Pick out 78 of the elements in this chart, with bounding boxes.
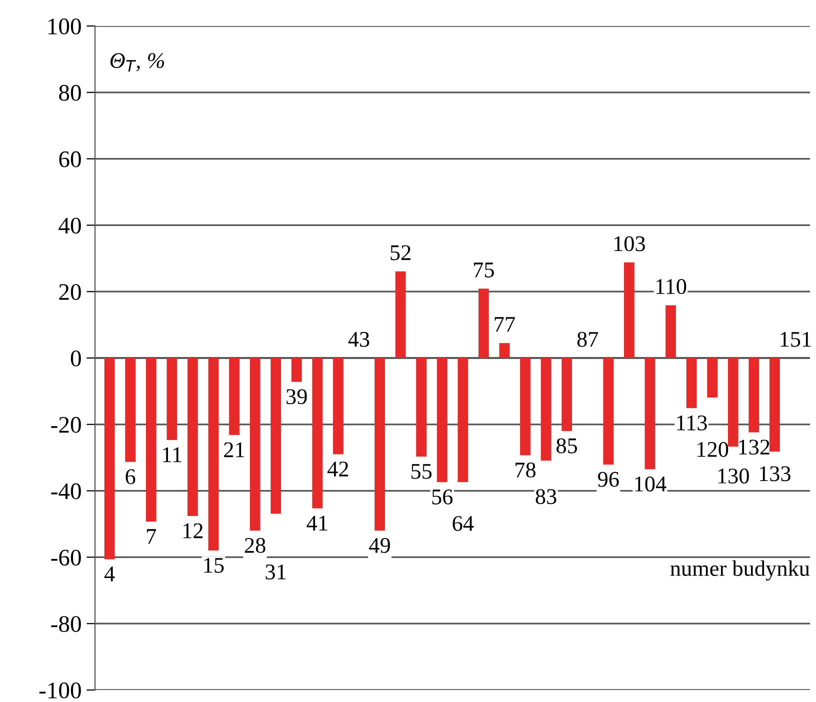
x-tick-label: 49 (369, 538, 390, 553)
bar (686, 358, 697, 408)
y-tick-label: -20 (51, 416, 81, 433)
x-tick-label: 75 (474, 262, 494, 278)
x-tick-label: 31 (266, 564, 286, 580)
x-tick-label: 113 (677, 415, 707, 430)
x-tick-label: 41 (306, 516, 328, 530)
bar (499, 343, 510, 358)
y-tick-label: 60 (59, 151, 81, 168)
y-tick-label: 0 (70, 350, 81, 366)
bar (250, 358, 260, 531)
x-tick-label: 130 (718, 468, 749, 484)
bar (312, 358, 323, 508)
y-tick-label: 40 (58, 218, 81, 234)
bar (125, 358, 136, 462)
bar (666, 305, 676, 358)
y-tick-label: 80 (59, 84, 81, 101)
x-tick-label: 96 (598, 472, 619, 487)
x-tick-label: 7 (147, 529, 156, 544)
bar (540, 358, 552, 461)
bar (166, 358, 178, 440)
x-tick-label: 42 (328, 462, 348, 476)
x-tick-label: 120 (698, 442, 728, 457)
x-tick-label: 78 (516, 462, 536, 478)
bar (707, 358, 718, 398)
x-tick-label: 103 (614, 236, 645, 252)
bar (478, 288, 489, 358)
y-tick-label: -60 (51, 550, 81, 566)
bar (291, 358, 302, 382)
bar (374, 358, 385, 531)
bar (603, 358, 614, 465)
bar (104, 358, 115, 560)
bar (395, 271, 406, 358)
bar (146, 358, 156, 522)
bar (644, 358, 656, 470)
bar (229, 358, 240, 436)
x-tick-label: 52 (390, 245, 410, 260)
bar (332, 358, 344, 454)
y-axis-title: Θ$_{T}$, % (110, 53, 164, 72)
x-tick-label: 12 (184, 523, 203, 538)
x-tick-label: 77 (494, 317, 515, 332)
x-tick-label: 28 (244, 538, 266, 553)
bar (458, 358, 468, 482)
x-tick-label: 11 (163, 447, 182, 462)
x-tick-label: 104 (635, 476, 666, 492)
y-tick-label: -100 (39, 682, 81, 698)
bar (728, 358, 738, 447)
x-tick-label: 110 (656, 279, 686, 294)
bar (520, 358, 530, 456)
bar (208, 358, 219, 551)
y-tick-label: -80 (51, 616, 81, 632)
x-tick-label: 39 (286, 389, 307, 404)
x-tick-label: 15 (204, 558, 224, 573)
x-tick-label: 87 (577, 332, 598, 347)
bar (436, 358, 448, 482)
x-axis-title: numer budynku (670, 560, 810, 581)
x-tick-label: 43 (348, 332, 370, 347)
bar (769, 358, 780, 452)
x-tick-label: 83 (536, 489, 556, 504)
y-tick-label: 20 (59, 284, 81, 300)
x-tick-label: 6 (126, 469, 136, 484)
x-tick-label: 21 (224, 442, 244, 458)
x-tick-label: 56 (432, 490, 453, 504)
x-tick-label: 151 (780, 332, 811, 347)
bar (748, 358, 760, 432)
x-tick-label: 64 (452, 516, 474, 532)
bar (416, 358, 427, 457)
y-tick-label: -40 (51, 483, 81, 500)
x-tick-label: 132 (739, 440, 770, 455)
y-tick-label: 100 (48, 18, 81, 34)
bar (624, 262, 634, 358)
bar (270, 358, 282, 514)
x-tick-label: 55 (412, 464, 432, 479)
x-tick-label: 85 (556, 438, 578, 454)
x-tick-label: 4 (104, 566, 115, 582)
bar (562, 358, 572, 432)
bar (187, 358, 198, 516)
x-tick-label: 133 (760, 466, 790, 482)
